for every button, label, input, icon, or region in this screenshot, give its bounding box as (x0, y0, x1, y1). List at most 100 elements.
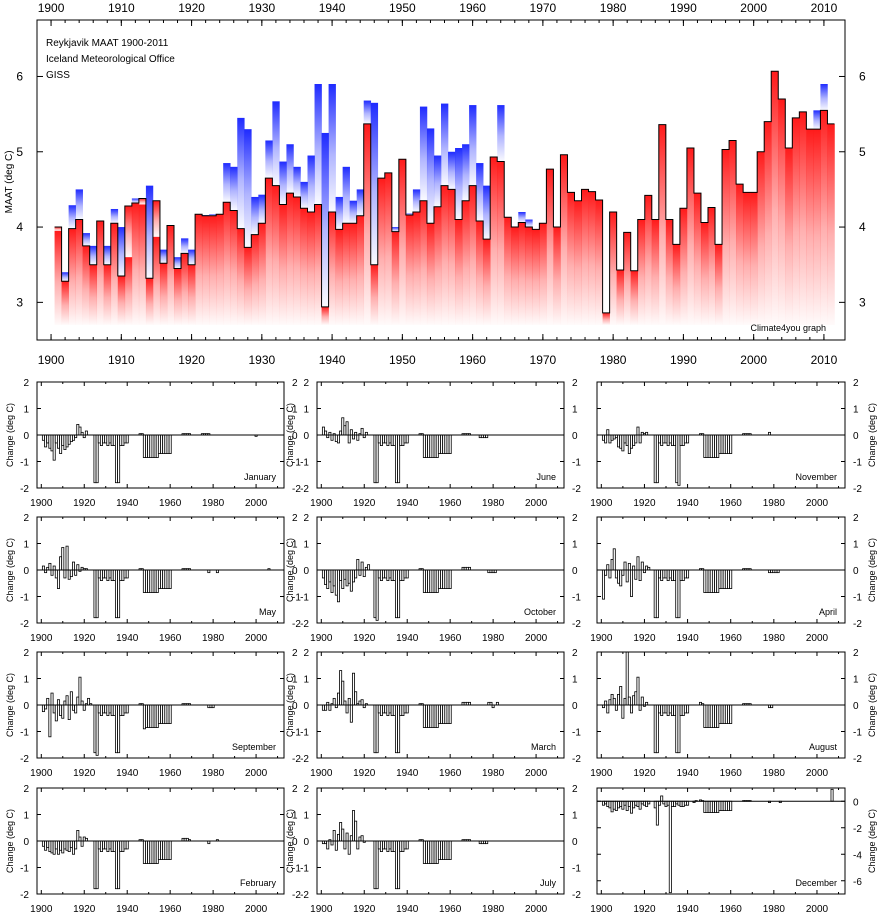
giss-bar (827, 123, 835, 325)
y-tick-label-right: -4 (853, 850, 862, 861)
x-tick-label-top: 1920 (178, 1, 205, 15)
change-bar (356, 840, 360, 850)
x-tick-label: 2010 (811, 353, 838, 367)
x-tick-label: 2000 (525, 633, 548, 644)
change-bar (48, 562, 52, 571)
x-tick-label: 1940 (676, 904, 699, 915)
x-tick-label: 1920 (353, 498, 376, 509)
change-bar (337, 434, 340, 444)
y-tick-label: 0 (303, 701, 309, 712)
imo-bar (405, 213, 414, 216)
x-tick-label: 1900 (590, 633, 613, 644)
x-tick-label: 1920 (353, 768, 376, 779)
imo-bar (103, 245, 112, 265)
giss-bar (61, 281, 69, 325)
y-tick-label: -2 (300, 754, 309, 765)
x-tick-label: 1920 (73, 633, 96, 644)
change-bar (349, 429, 353, 436)
y-tick-label-right: 2 (572, 378, 578, 389)
y-tick-label-right: -2 (853, 754, 862, 765)
x-tick-label: 1940 (396, 498, 419, 509)
x-tick-label: 1960 (720, 768, 743, 779)
giss-bar (476, 221, 484, 325)
imo-bar (419, 106, 428, 201)
giss-bar (209, 215, 217, 325)
giss-bar (159, 263, 168, 325)
y-tick-label: -2 (300, 484, 309, 495)
change-bar (67, 704, 71, 720)
chart-title: Reykjavik MAAT 1900-2011 (46, 38, 169, 49)
giss-bar (314, 204, 322, 325)
giss-bar (637, 219, 646, 325)
change-bar (625, 569, 629, 583)
giss-bar (609, 212, 617, 325)
y-tick-label-right: 0 (572, 566, 578, 577)
change-bar (46, 697, 50, 706)
change-bar (330, 840, 334, 846)
giss-bar (251, 234, 259, 325)
y-axis-label: MAAT (deg C) (4, 150, 15, 213)
x-tick-label: 1920 (633, 498, 656, 509)
change-bar (729, 800, 733, 811)
giss-bar (131, 202, 140, 325)
giss-bar (258, 223, 266, 325)
y-tick-label-right: -1 (572, 728, 581, 739)
change-bar (341, 828, 345, 842)
y-tick-label-right: 1 (292, 405, 298, 416)
imo-bar (518, 212, 526, 223)
giss-bar (391, 231, 400, 325)
y-tick-label-right: -1 (292, 864, 301, 875)
x-tick-label: 2000 (245, 633, 268, 644)
giss-bar (293, 196, 301, 325)
imo-bar (497, 105, 505, 162)
x-tick-label: 1960 (720, 904, 743, 915)
x-tick-label: 1900 (30, 633, 53, 644)
change-bar (362, 569, 366, 578)
giss-diff-bar (54, 227, 62, 231)
giss-bar (223, 202, 231, 325)
y-tick-label-right: 2 (292, 784, 298, 795)
giss-bar (89, 264, 98, 325)
month-panel-dec: 1900 1920 1940 1960 1980 2000 0 -2 -4 -6 Change (d… (590, 787, 877, 915)
x-tick-label: 1980 (482, 768, 505, 779)
change-bar (44, 704, 48, 710)
x-tick-label: 2000 (525, 904, 548, 915)
change-bar (65, 545, 69, 571)
change-bar (448, 840, 452, 860)
y-tick-label-right: 2 (853, 378, 859, 389)
y-tick-label-right: 1 (292, 675, 298, 686)
giss-bar (272, 185, 280, 325)
change-bar (347, 840, 351, 855)
x-tick-label: 1960 (159, 633, 182, 644)
x-tick-label-top: 1990 (670, 1, 697, 15)
month-label: February (240, 878, 277, 888)
giss-bar (630, 270, 639, 325)
change-bar (634, 569, 638, 580)
y-tick-label: 2 (303, 784, 309, 795)
imo-bar (117, 227, 126, 276)
giss-bar (546, 169, 554, 325)
x-tick-label: 2000 (245, 904, 268, 915)
x-tick-label: 2000 (525, 768, 548, 779)
x-tick-label: 1960 (439, 768, 462, 779)
x-tick-label: 1920 (353, 633, 376, 644)
giss-bar (707, 207, 716, 325)
giss-bar (188, 264, 196, 325)
imo-bar (293, 166, 301, 197)
change-bar (614, 704, 618, 711)
giss-bar (342, 223, 350, 325)
x-tick-label: 1960 (439, 498, 462, 509)
x-tick-label: 1920 (353, 904, 376, 915)
giss-bar (820, 110, 828, 325)
y-axis-label-right: Change (deg C) (867, 538, 877, 602)
change-bar (360, 835, 364, 842)
y-tick-label-right: 2 (572, 648, 578, 659)
change-bar (686, 800, 690, 806)
change-bar (74, 840, 78, 850)
giss-bar (230, 210, 238, 325)
imo-bar (314, 84, 322, 205)
x-tick-label: 1980 (482, 904, 505, 915)
giss-bar (398, 159, 407, 325)
change-bar (57, 569, 60, 589)
y-tick-label: 2 (303, 513, 309, 524)
